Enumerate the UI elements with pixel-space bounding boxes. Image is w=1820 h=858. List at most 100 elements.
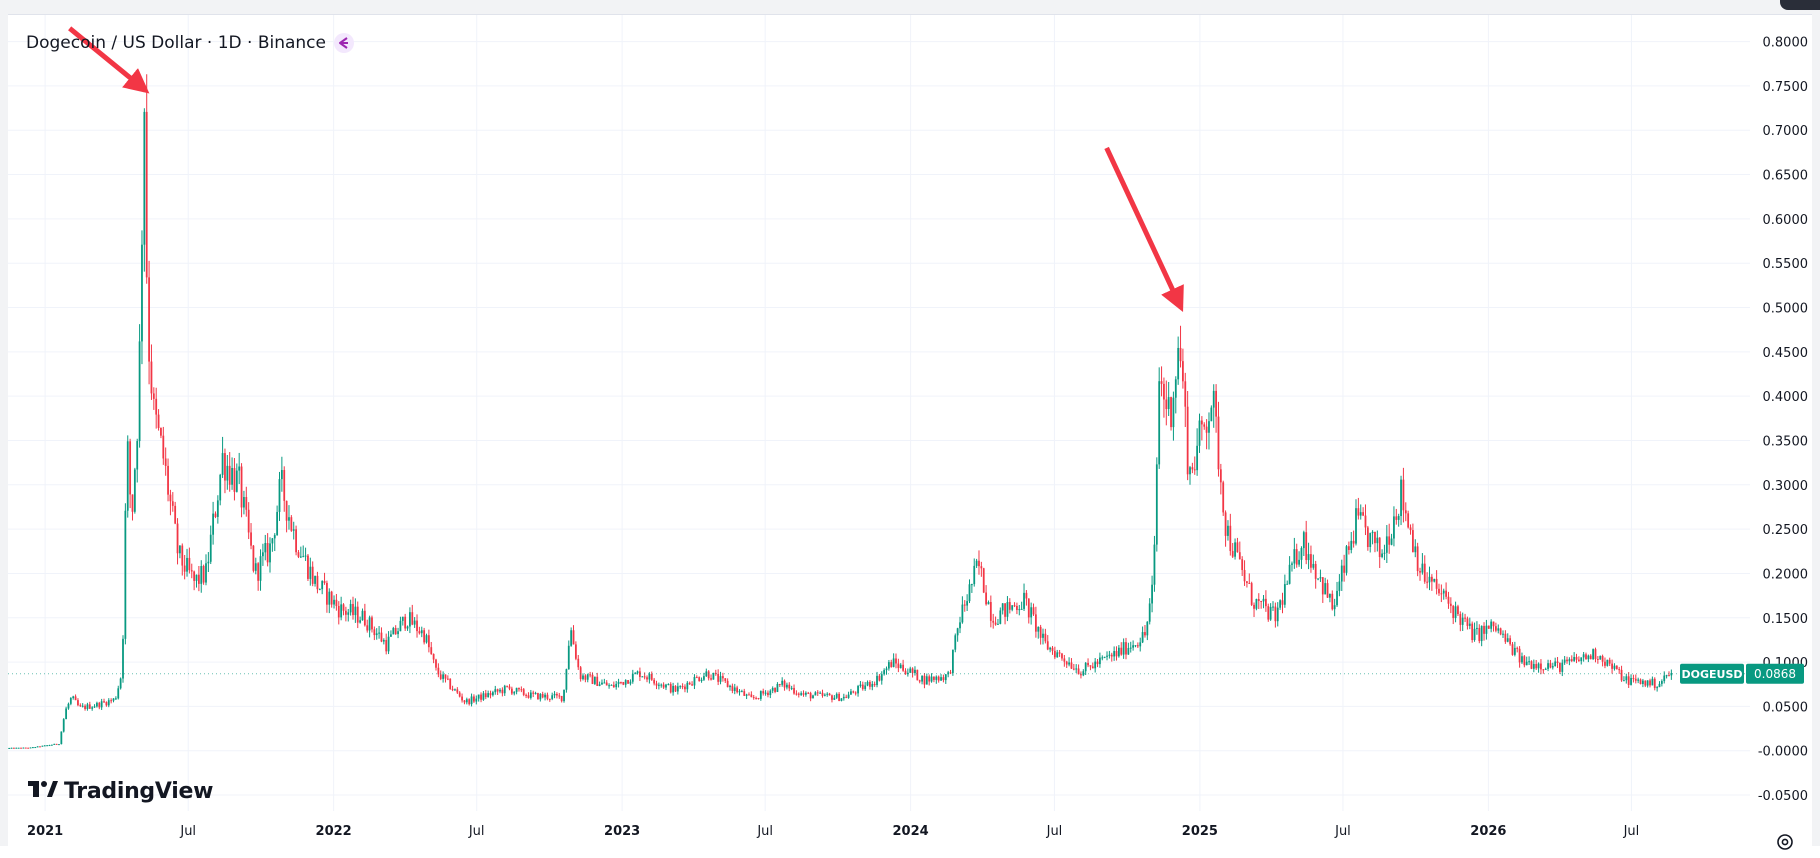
candle-body [437,667,440,675]
candle-body [1016,605,1018,610]
candle-body [1663,675,1666,682]
candle-body [74,696,77,701]
candle-body [36,746,39,748]
gear-icon[interactable] [1774,831,1796,853]
candle-body [1075,668,1078,670]
candle-body [921,675,923,682]
candle-body [648,674,651,680]
candle-body [1537,663,1540,669]
candle-body [771,687,774,691]
candle-body [615,683,618,688]
candle-body [1497,628,1500,631]
candle-body [1364,515,1367,528]
candle-body [1580,657,1583,662]
candle-body [1492,621,1495,627]
candle-body [539,694,542,700]
candle-body [1326,583,1329,598]
candle-body [999,610,1002,624]
candle-body [390,634,392,637]
candle-body [50,744,53,746]
candle-body [152,393,155,399]
y-tick-label: 0.3000 [1763,479,1809,494]
candle-body [1528,661,1530,663]
scroll-button[interactable] [1780,0,1820,10]
candle-body [1184,381,1187,407]
candle-body [1172,397,1175,428]
candle-body [126,441,129,511]
candle-body [944,674,947,681]
candle-body [1329,593,1331,598]
candle-body [1366,527,1369,547]
candle-body [774,687,776,692]
candle-body [1547,663,1549,669]
candle-body [1042,633,1044,638]
candle-body [579,667,582,680]
y-tick-label: -0.0500 [1758,789,1808,804]
candle-body [171,501,174,506]
candle-body [809,693,812,699]
y-tick-label: 0.1500 [1763,612,1809,627]
candle-body [674,685,677,692]
candle-body [745,694,748,696]
candle-body [107,700,110,706]
candle-body [911,668,914,674]
candle-body [584,675,587,680]
candle-body [1516,647,1519,649]
candle-body [1163,383,1165,400]
candle-body [1200,420,1203,425]
candle-body [1068,662,1070,665]
candle-body [496,689,499,692]
candle-body [193,571,196,581]
candle-body [1203,424,1206,427]
candle-body [494,689,497,693]
tradingview-purple-icon[interactable] [334,33,354,53]
candle-body [133,469,136,512]
candle-body [525,694,527,696]
candle-body [409,612,411,627]
candle-body [1376,537,1379,544]
candle-body [1504,633,1507,642]
candle-body [299,556,302,558]
candle-body [321,581,324,590]
candle-body [520,689,523,691]
tradingview-logo[interactable]: TradingView [28,779,213,804]
candle-body [695,677,698,679]
candle-body [1653,678,1656,689]
candle-body [34,747,37,749]
candle-body [968,584,971,602]
candle-body [200,566,203,584]
candle-body [209,534,212,562]
candle-body [373,629,376,636]
candle-body [1487,625,1490,629]
candle-body [1117,647,1120,657]
candle-body [1570,659,1573,661]
candle-body [1013,605,1016,607]
candle-body [252,545,255,571]
candle-body [1561,662,1564,672]
candle-body [195,574,198,581]
candle-body [556,693,558,696]
candle-body [1419,571,1421,573]
price-chart[interactable]: 0.8000 0.7500 0.7000 0.6500 0.6000 0.5500 0.50… [8,15,1812,847]
candle-body [1167,397,1170,410]
candle-body [1551,666,1554,668]
candle-body [1559,662,1561,672]
candle-body [629,681,632,684]
candle-body [755,697,757,699]
candle-body [1651,678,1654,686]
candle-body [1480,625,1483,642]
candle-body [257,563,260,581]
candle-body [1540,663,1542,670]
candle-body [783,680,786,688]
candle-body [290,517,293,531]
candle-body [160,427,162,436]
candle-body [1362,512,1365,516]
y-tick-label: 0.6000 [1763,213,1809,228]
candle-body [1483,625,1485,634]
candle-body [330,591,333,605]
candle-body [1103,656,1106,658]
candle-body [1215,390,1217,417]
chart-legend[interactable]: Dogecoin / US Dollar · 1D · Binance [26,33,354,53]
candle-body [473,696,475,702]
chart-panel[interactable]: 0.8000 0.7500 0.7000 0.6500 0.6000 0.5500 0.50… [8,14,1812,850]
